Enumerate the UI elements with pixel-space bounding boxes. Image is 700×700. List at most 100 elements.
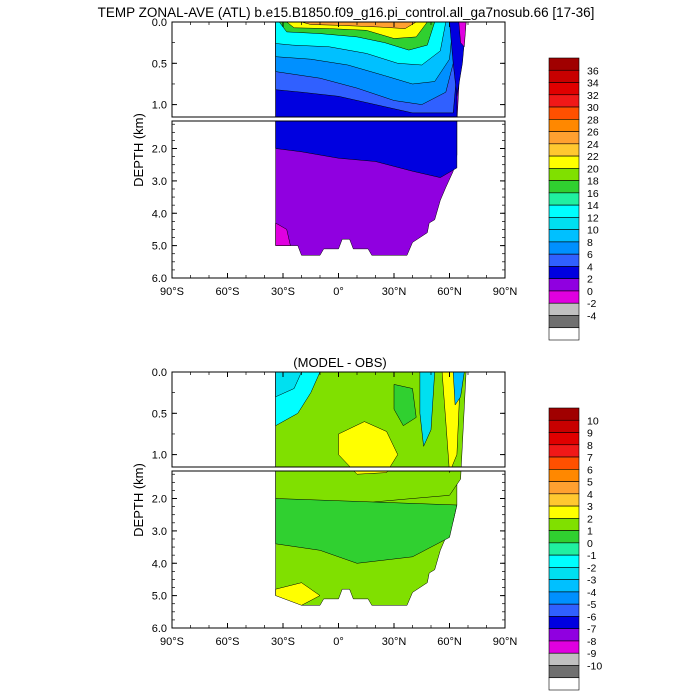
colorbar-swatch bbox=[548, 266, 580, 279]
x-tick-label: 60°S bbox=[216, 636, 240, 648]
colorbar-swatch bbox=[548, 616, 580, 629]
colorbar-label: -9 bbox=[587, 648, 596, 660]
upper-section bbox=[275, 372, 467, 467]
colorbar-swatch bbox=[548, 327, 580, 341]
colorbar-label: 6 bbox=[587, 464, 593, 476]
colorbar-label: 4 bbox=[587, 489, 593, 501]
colorbar-swatch bbox=[548, 253, 580, 267]
field-bottom bbox=[275, 222, 291, 246]
colorbar-swatch bbox=[548, 432, 580, 446]
colorbar-label: 18 bbox=[587, 176, 599, 188]
colorbar-label: 20 bbox=[587, 163, 599, 175]
y-tick-label: 5.0 bbox=[152, 591, 167, 603]
colorbar-swatch bbox=[548, 217, 580, 230]
colorbar-swatch bbox=[548, 628, 580, 642]
colorbar-swatch bbox=[548, 677, 580, 691]
colorbar-swatch bbox=[548, 530, 580, 544]
colorbar-swatch bbox=[548, 652, 580, 666]
colorbar-swatch bbox=[548, 155, 580, 169]
x-tick-label: 90°N bbox=[493, 636, 518, 648]
colorbar-swatch bbox=[548, 567, 580, 580]
x-tick-label: 90°N bbox=[493, 286, 518, 298]
colorbar-swatch bbox=[548, 554, 580, 568]
colorbar-label: 3 bbox=[587, 501, 593, 513]
colorbar-label: -1 bbox=[587, 550, 596, 562]
colorbar-label: 9 bbox=[587, 428, 593, 440]
colorbar-swatch bbox=[548, 579, 580, 593]
colorbar-swatch bbox=[548, 518, 580, 531]
y-axis-title: DEPTH (km) bbox=[131, 463, 146, 537]
diff-north-surface bbox=[452, 372, 465, 406]
x-tick-label: 90°S bbox=[160, 286, 184, 298]
colorbar-label: 10 bbox=[587, 225, 599, 237]
y-tick-label: 6.0 bbox=[152, 623, 167, 635]
colorbar-swatch bbox=[548, 131, 580, 145]
y-tick-label: 3.0 bbox=[152, 176, 167, 188]
colorbar-label: 30 bbox=[587, 102, 599, 114]
y-tick-label: 5.0 bbox=[152, 241, 167, 253]
upper-section bbox=[275, 22, 467, 117]
diff-cool-north bbox=[419, 372, 435, 448]
colorbar-swatch bbox=[548, 290, 580, 304]
colorbar-label: -8 bbox=[587, 636, 596, 648]
y-tick-label: 0.5 bbox=[152, 58, 167, 70]
x-tick-label: 30°N bbox=[382, 286, 407, 298]
colorbar-label: 2 bbox=[587, 513, 593, 525]
colorbar-label: 14 bbox=[587, 200, 599, 212]
x-tick-label: 60°N bbox=[437, 636, 462, 648]
colorbar-swatch bbox=[548, 278, 580, 292]
diff-mid bbox=[275, 498, 458, 564]
colorbar-label: 36 bbox=[587, 65, 599, 77]
colorbar-swatch bbox=[548, 665, 580, 679]
colorbar-label: 24 bbox=[587, 139, 599, 151]
colorbar-swatch bbox=[548, 542, 580, 556]
colorbar-label: -10 bbox=[587, 660, 602, 672]
colorbar-swatch bbox=[548, 204, 580, 218]
colorbar-swatch bbox=[548, 168, 580, 181]
colorbar-label: 6 bbox=[587, 249, 593, 261]
x-tick-label: 30°S bbox=[271, 286, 295, 298]
lower-section bbox=[275, 121, 458, 256]
y-tick-label: 0.0 bbox=[152, 17, 167, 29]
diff-bottom-warm bbox=[275, 582, 321, 606]
colorbar-swatch bbox=[548, 444, 580, 458]
colorbar-label: 7 bbox=[587, 452, 593, 464]
colorbar-label: 28 bbox=[587, 114, 599, 126]
x-tick-label: 0° bbox=[333, 636, 344, 648]
diff-cool-west-core bbox=[275, 372, 302, 398]
y-tick-label: 4.0 bbox=[152, 558, 167, 570]
colorbar-label: 16 bbox=[587, 188, 599, 200]
y-tick-label: 3.0 bbox=[152, 526, 167, 538]
lower-section bbox=[275, 471, 462, 606]
y-tick-label: 0.5 bbox=[152, 408, 167, 420]
colorbar-label: -4 bbox=[587, 310, 596, 322]
y-tick-label: 2.0 bbox=[152, 494, 167, 506]
y-tick-label: 1.0 bbox=[152, 100, 167, 112]
colorbar-swatch bbox=[548, 57, 580, 71]
colorbar-label: 4 bbox=[587, 261, 593, 273]
field-24 bbox=[301, 22, 417, 29]
colorbar-swatch bbox=[548, 119, 580, 132]
field-4 bbox=[275, 121, 458, 178]
colorbar-swatch bbox=[548, 69, 580, 83]
y-tick-label: 2.0 bbox=[152, 144, 167, 156]
y-tick-label: 1.0 bbox=[152, 450, 167, 462]
diff-warm-center bbox=[338, 421, 398, 467]
colorbar-label: -4 bbox=[587, 587, 596, 599]
colorbar-swatch bbox=[548, 302, 580, 316]
colorbar-label: 22 bbox=[587, 151, 599, 163]
diff-upper bbox=[275, 372, 467, 467]
colorbar-label: 34 bbox=[587, 78, 599, 90]
colorbar-swatch bbox=[548, 180, 580, 194]
y-tick-label: 6.0 bbox=[152, 273, 167, 285]
chart-subtitle: (MODEL - OBS) bbox=[293, 355, 386, 370]
colorbar-label: 8 bbox=[587, 440, 593, 452]
y-tick-label: 4.0 bbox=[152, 208, 167, 220]
colorbar-label: 32 bbox=[587, 90, 599, 102]
field-north-sea bbox=[458, 22, 467, 48]
colorbar-swatch bbox=[548, 241, 580, 255]
panel-2: 0.00.51.02.03.04.05.06.090°S 60°S 30°S 0° 30… bbox=[131, 367, 602, 691]
